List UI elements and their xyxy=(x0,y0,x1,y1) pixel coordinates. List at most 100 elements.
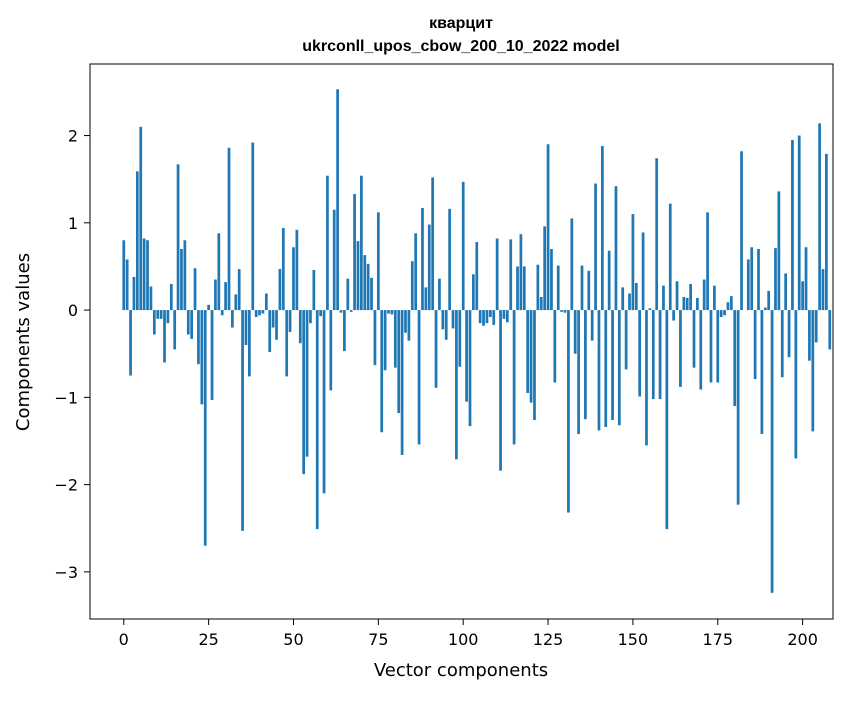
bar xyxy=(139,127,142,310)
bar xyxy=(513,310,516,444)
bar xyxy=(784,273,787,310)
bar xyxy=(754,310,757,379)
bar xyxy=(720,310,723,317)
bar xyxy=(336,89,339,310)
bar xyxy=(190,310,193,339)
bar xyxy=(574,310,577,354)
bar xyxy=(713,286,716,310)
bar xyxy=(693,310,696,368)
bar xyxy=(367,264,370,310)
bar xyxy=(384,310,387,370)
bar xyxy=(747,259,750,310)
bar xyxy=(649,308,652,310)
bar xyxy=(391,310,394,314)
bar xyxy=(730,296,733,310)
bar xyxy=(251,143,254,311)
bar xyxy=(370,278,373,310)
bar xyxy=(703,280,706,311)
bar xyxy=(146,240,149,310)
bar xyxy=(516,266,519,310)
bar xyxy=(472,274,475,310)
bar xyxy=(452,310,455,328)
bar xyxy=(228,148,231,310)
bar xyxy=(615,186,618,310)
bar xyxy=(374,310,377,365)
bar xyxy=(672,310,675,320)
x-tick-label: 175 xyxy=(702,630,733,649)
bar xyxy=(520,234,523,310)
bar xyxy=(265,294,268,311)
bar xyxy=(292,247,295,310)
bar xyxy=(638,310,641,396)
bar xyxy=(679,310,682,387)
bar xyxy=(794,310,797,458)
bar xyxy=(404,310,407,333)
y-tick-label: 1 xyxy=(68,214,78,233)
bar xyxy=(167,310,170,323)
bar xyxy=(448,209,451,310)
bar xyxy=(136,171,139,310)
bar xyxy=(397,310,400,413)
bar xyxy=(272,310,275,327)
bar xyxy=(357,241,360,310)
bar xyxy=(438,279,441,310)
bar xyxy=(764,307,767,310)
bar xyxy=(506,310,509,322)
bar xyxy=(496,239,499,311)
bar xyxy=(241,310,244,531)
bar xyxy=(523,266,526,310)
bar xyxy=(798,136,801,311)
bar xyxy=(740,151,743,310)
bar xyxy=(761,310,764,434)
bar xyxy=(333,210,336,310)
bar xyxy=(567,310,570,512)
bar xyxy=(414,233,417,310)
bar xyxy=(655,158,658,310)
bar xyxy=(465,310,468,402)
bar xyxy=(302,310,305,474)
bar xyxy=(686,298,689,310)
chart-title-line1: кварцит xyxy=(429,15,493,32)
bar xyxy=(632,214,635,310)
bar xyxy=(503,310,506,319)
bar xyxy=(411,261,414,310)
bar xyxy=(570,218,573,310)
bar xyxy=(560,310,563,312)
bar xyxy=(340,310,343,313)
bar xyxy=(479,310,482,323)
bar xyxy=(486,310,489,323)
bar xyxy=(224,282,227,310)
chart-title-line2: ukrconll_upos_cbow_200_10_2022 model xyxy=(302,38,619,55)
bar xyxy=(245,310,248,345)
bar xyxy=(482,310,485,326)
bar xyxy=(380,310,383,432)
x-tick-label: 200 xyxy=(787,630,818,649)
bar xyxy=(723,310,726,315)
bar xyxy=(455,310,458,459)
bar xyxy=(200,310,203,404)
bar xyxy=(564,310,567,313)
bar xyxy=(469,310,472,426)
bar xyxy=(435,310,438,388)
bar xyxy=(774,248,777,310)
bar xyxy=(268,310,271,352)
bar xyxy=(716,310,719,382)
bar xyxy=(628,294,631,311)
bar xyxy=(326,176,329,310)
bar xyxy=(669,204,672,310)
bar xyxy=(781,310,784,377)
x-tick-label: 25 xyxy=(198,630,218,649)
bar xyxy=(533,310,536,420)
y-axis-label: Components values xyxy=(13,253,34,431)
bar xyxy=(553,310,556,382)
bar xyxy=(665,310,668,529)
bar xyxy=(285,310,288,376)
bar xyxy=(163,310,166,362)
bar xyxy=(818,123,821,310)
bar xyxy=(197,310,200,364)
bar xyxy=(825,154,828,310)
bar xyxy=(475,242,478,310)
